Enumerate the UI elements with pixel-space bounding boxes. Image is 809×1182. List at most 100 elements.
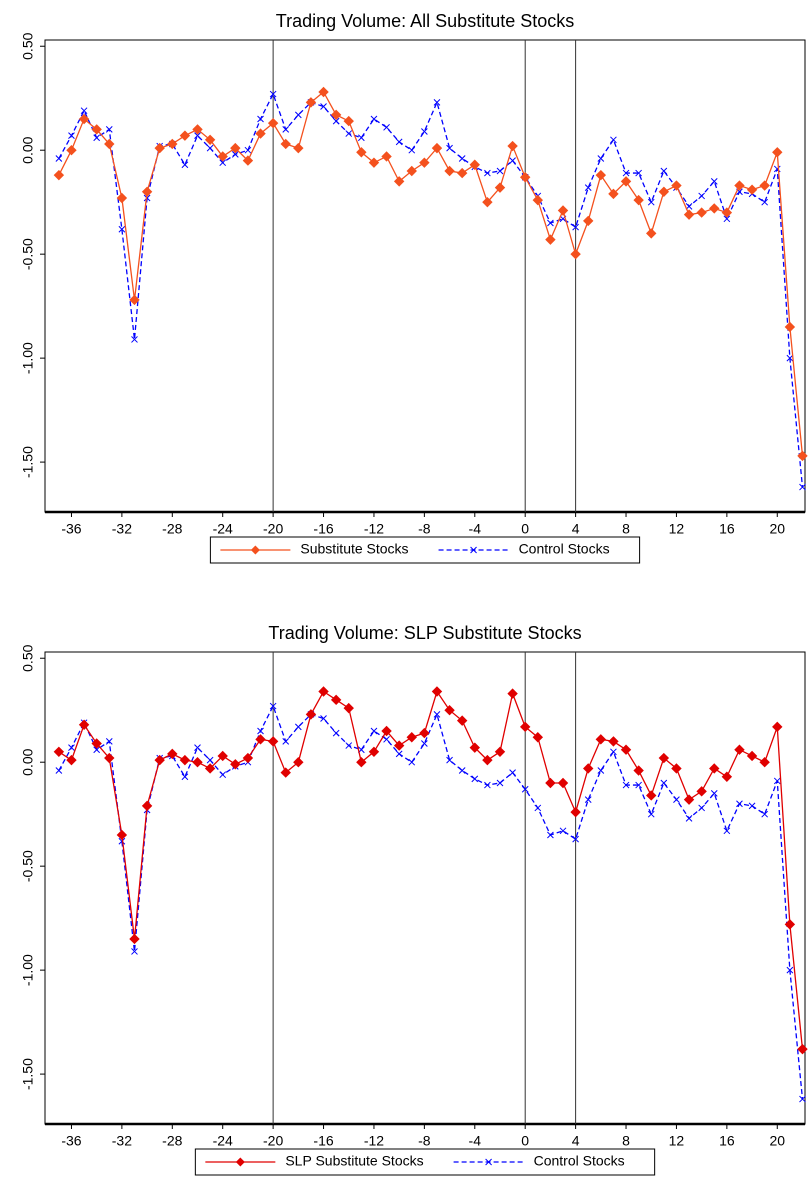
y-tick-label: 0.50 [20,644,36,671]
marker [784,919,796,930]
marker [507,688,518,699]
marker [431,686,443,697]
marker [332,117,340,125]
marker [192,124,203,135]
marker [116,829,128,841]
marker [269,90,277,98]
chart-title: Trading Volume: SLP Substitute Stocks [268,623,581,643]
x-tick-label: -8 [418,521,431,537]
marker [444,705,455,716]
marker [696,786,707,797]
x-tick-label: -8 [418,1133,431,1149]
marker [282,126,290,133]
marker [282,738,290,745]
marker [53,169,65,181]
marker [610,136,617,144]
marker [799,483,806,491]
x-tick-label: -24 [213,1133,233,1149]
x-tick-label: -4 [469,521,482,537]
marker [597,155,605,162]
marker [532,194,544,206]
marker [104,752,115,764]
marker [131,336,138,343]
marker [622,169,630,177]
marker [345,742,353,749]
legend-symbol [235,1157,245,1167]
marker [484,781,491,789]
marker [583,215,594,227]
marker [381,151,392,162]
marker [419,727,430,739]
legend-symbol [470,546,477,554]
marker [723,827,731,835]
marker [469,159,480,170]
marker [357,134,365,142]
marker [116,192,128,204]
legend-marker [250,545,260,555]
marker [167,138,178,150]
marker [267,117,279,129]
marker [710,790,718,797]
marker [761,198,769,206]
marker [660,779,668,787]
marker [368,746,380,758]
marker [318,686,329,697]
marker [746,750,758,762]
marker [330,109,342,121]
marker [685,202,693,210]
x-tick-label: -12 [364,521,384,537]
legend-marker [470,546,477,554]
marker [433,711,441,718]
marker [204,763,216,774]
marker [471,775,479,783]
x-tick-label: 20 [769,521,785,537]
marker [320,715,327,722]
marker [557,205,569,216]
marker [633,194,644,206]
marker [393,740,405,751]
marker [584,184,592,191]
marker [482,754,493,766]
marker [167,748,178,760]
marker [181,773,189,781]
marker [255,128,266,139]
marker [280,767,291,778]
marker [635,781,642,789]
marker [494,182,506,193]
x-tick-label: 4 [572,1133,580,1149]
marker [93,134,101,142]
x-tick-label: -36 [61,1133,81,1149]
marker [192,756,203,768]
marker [141,800,153,812]
marker [255,734,266,745]
plot-frame [44,39,806,513]
marker [772,147,783,158]
marker [267,736,279,747]
marker [597,767,605,774]
marker [141,186,153,197]
marker [68,132,75,140]
marker [709,203,720,214]
marker [343,702,354,714]
marker [799,1095,806,1103]
marker [772,721,783,733]
marker [797,450,808,462]
plot-frame [44,651,806,1125]
marker [698,192,706,200]
marker [595,169,607,181]
marker [230,759,241,770]
x-tick-label: 0 [521,521,529,537]
x-tick-label: -24 [213,521,233,537]
marker [219,159,227,167]
marker [68,744,75,752]
marker [244,146,252,154]
marker [608,188,619,200]
marker [658,186,670,197]
x-tick-label: -28 [162,521,182,537]
marker [797,1043,808,1055]
y-tick-label: -1.00 [20,342,36,374]
marker [66,144,77,156]
marker [646,790,657,801]
marker [105,126,113,133]
marker [761,810,769,818]
